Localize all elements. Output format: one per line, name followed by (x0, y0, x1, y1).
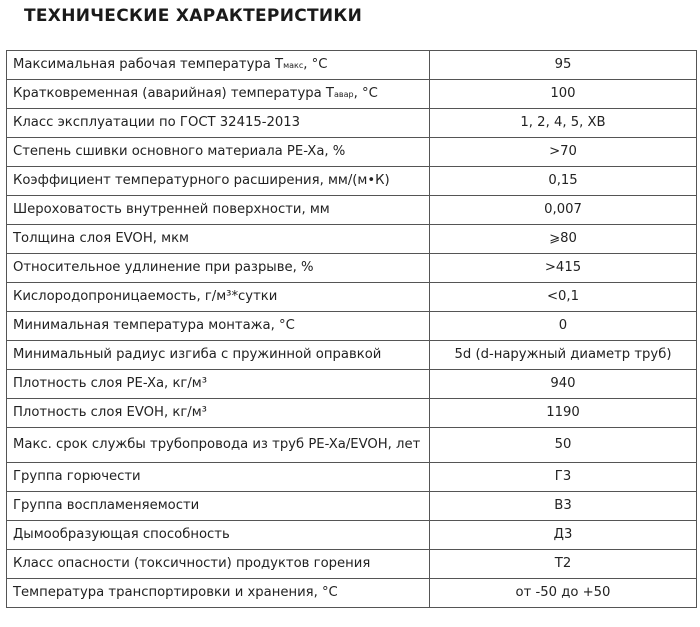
param-name: Минимальная температура монтажа, °C (6, 311, 430, 341)
table-row: Макс. срок службы трубопровода из труб P… (6, 427, 697, 463)
param-value: <0,1 (429, 282, 697, 312)
table-row: Группа горючести Г3 (6, 462, 697, 492)
table-row: Минимальный радиус изгиба с пружинной оп… (6, 340, 697, 370)
param-value: от -50 до +50 (429, 578, 697, 608)
param-subscript: макс (283, 60, 304, 70)
param-value: 100 (429, 79, 697, 109)
table-row: Класс опасности (токсичности) продуктов … (6, 549, 697, 579)
param-name: Группа горючести (6, 462, 430, 492)
param-value: 0,007 (429, 195, 697, 225)
param-value: 95 (429, 50, 697, 80)
param-unit: , °C (353, 85, 378, 101)
param-value: 1, 2, 4, 5, ХВ (429, 108, 697, 138)
param-value: Т2 (429, 549, 697, 579)
param-name: Коэффициент температурного расширения, м… (6, 166, 430, 196)
param-name: Класс опасности (токсичности) продуктов … (6, 549, 430, 579)
table-row: Температура транспортировки и хранения, … (6, 578, 697, 608)
table-row: Степень сшивки основного материала PE-Xa… (6, 137, 697, 167)
specs-table: Максимальная рабочая температура Tмакс, … (6, 50, 697, 608)
param-name: Кислородопроницаемость, г/м³*сутки (6, 282, 430, 312)
param-name: Температура транспортировки и хранения, … (6, 578, 430, 608)
page-title: ТЕХНИЧЕСКИЕ ХАРАКТЕРИСТИКИ (24, 6, 363, 26)
param-unit: , °C (303, 56, 328, 72)
table-row: Максимальная рабочая температура Tмакс, … (6, 50, 697, 80)
table-row: Дымообразующая способность Д3 (6, 520, 697, 550)
table-row: Коэффициент температурного расширения, м… (6, 166, 697, 196)
param-name: Плотность слоя PE-Xa, кг/м³ (6, 369, 430, 399)
table-row: Кислородопроницаемость, г/м³*сутки <0,1 (6, 282, 697, 312)
table-row: Шероховатость внутренней поверхности, мм… (6, 195, 697, 225)
param-name: Плотность слоя EVOH, кг/м³ (6, 398, 430, 428)
param-name: Макс. срок службы трубопровода из труб P… (6, 427, 430, 463)
table-row: Толщина слоя EVOH, мкм ⩾80 (6, 224, 697, 254)
table-row: Кратковременная (аварийная) температура … (6, 79, 697, 109)
param-value: >415 (429, 253, 697, 283)
param-text: Кратковременная (аварийная) температура … (13, 85, 334, 101)
table-row: Плотность слоя PE-Xa, кг/м³ 940 (6, 369, 697, 399)
param-name: Шероховатость внутренней поверхности, мм (6, 195, 430, 225)
param-name: Дымообразующая способность (6, 520, 430, 550)
param-name: Минимальный радиус изгиба с пружинной оп… (6, 340, 430, 370)
param-value: ⩾80 (429, 224, 697, 254)
param-name: Максимальная рабочая температура Tмакс, … (6, 50, 430, 80)
param-name: Класс эксплуатации по ГОСТ 32415-2013 (6, 108, 430, 138)
param-value: 1190 (429, 398, 697, 428)
param-name: Степень сшивки основного материала PE-Xa… (6, 137, 430, 167)
table-row: Минимальная температура монтажа, °C 0 (6, 311, 697, 341)
param-name: Группа воспламеняемости (6, 491, 430, 521)
param-value: 5d (d-наружный диаметр труб) (429, 340, 697, 370)
table-row: Класс эксплуатации по ГОСТ 32415-2013 1, … (6, 108, 697, 138)
table-row: Плотность слоя EVOH, кг/м³ 1190 (6, 398, 697, 428)
table-row: Относительное удлинение при разрыве, % >4… (6, 253, 697, 283)
param-name: Относительное удлинение при разрыве, % (6, 253, 430, 283)
param-value: >70 (429, 137, 697, 167)
param-value: Д3 (429, 520, 697, 550)
table-row: Группа воспламеняемости В3 (6, 491, 697, 521)
param-value: В3 (429, 491, 697, 521)
param-text: Максимальная рабочая температура T (13, 56, 284, 72)
param-value: 940 (429, 369, 697, 399)
param-value: 0 (429, 311, 697, 341)
param-value: 0,15 (429, 166, 697, 196)
param-name: Кратковременная (аварийная) температура … (6, 79, 430, 109)
param-value: 50 (429, 427, 697, 463)
param-value: Г3 (429, 462, 697, 492)
param-subscript: авар (333, 89, 354, 99)
param-name: Толщина слоя EVOH, мкм (6, 224, 430, 254)
